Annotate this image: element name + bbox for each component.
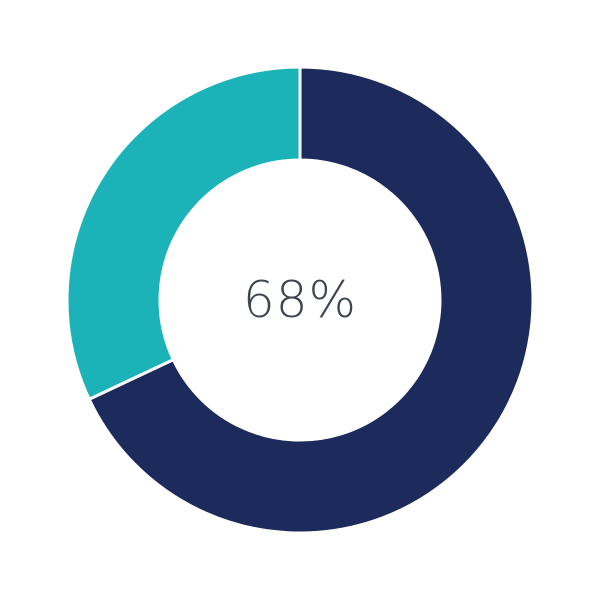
donut-slice-0 <box>87 65 535 535</box>
donut-slice-1 <box>65 65 302 402</box>
